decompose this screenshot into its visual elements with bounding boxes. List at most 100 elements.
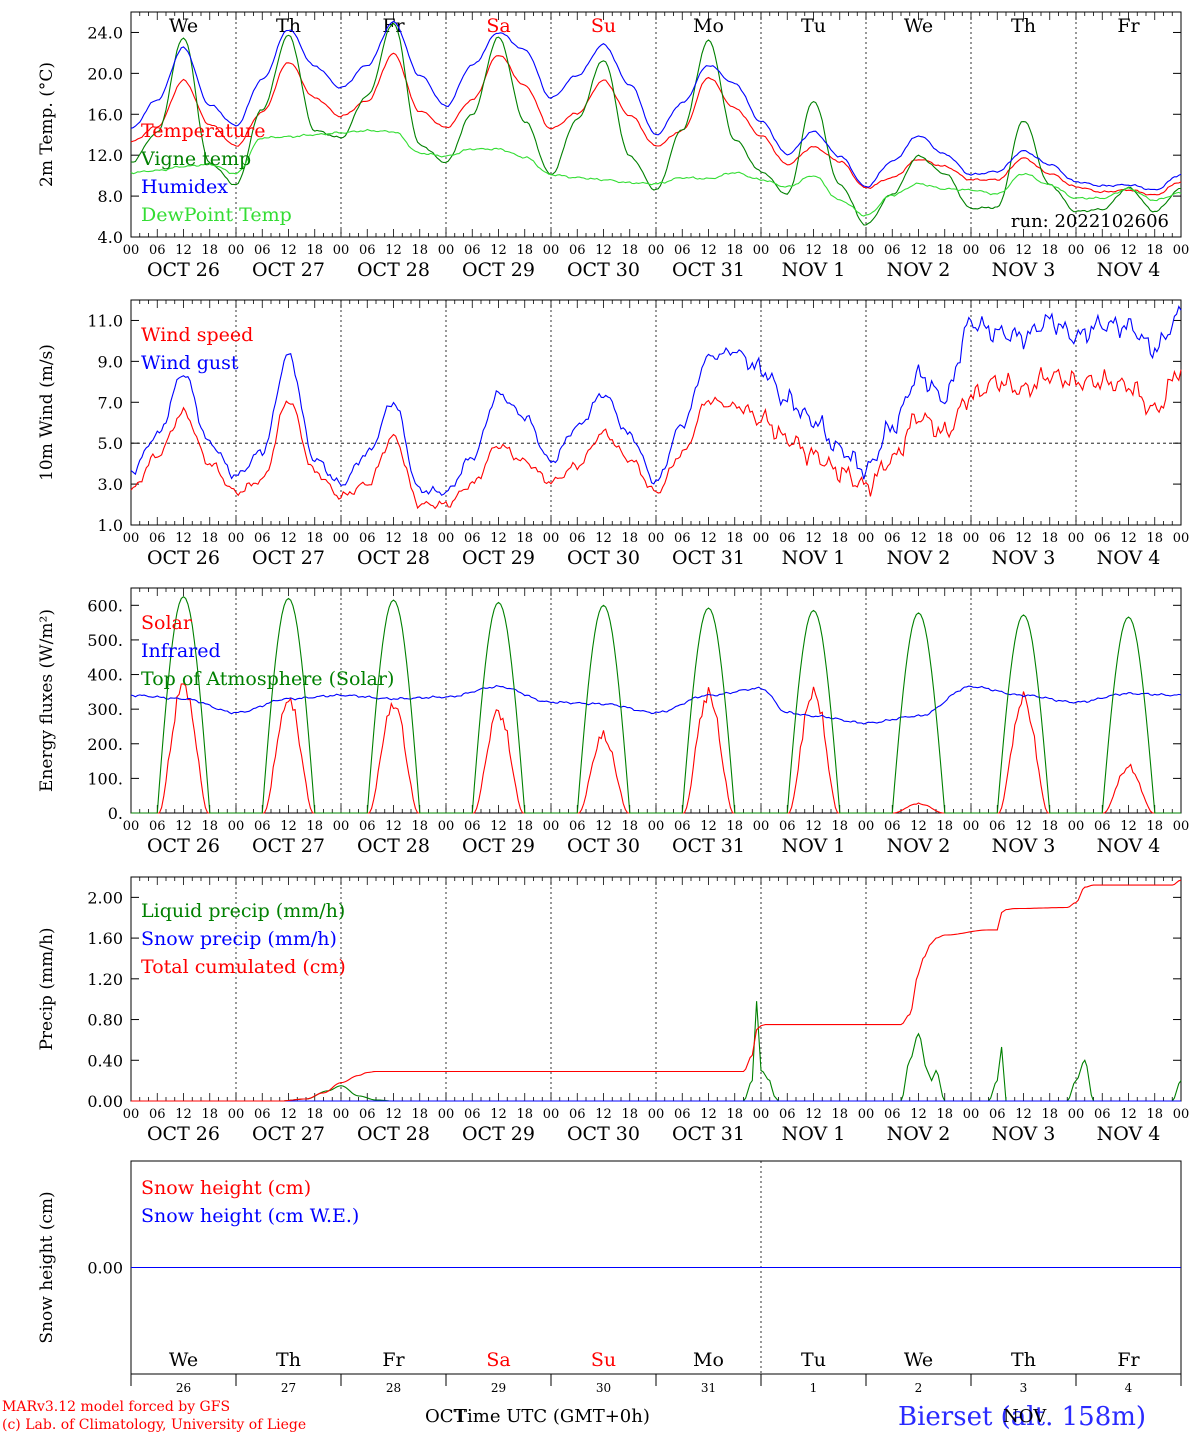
hour-tick-label: 06 [674, 819, 691, 834]
hour-tick-label: 00 [228, 531, 245, 546]
date-label: OCT 31 [672, 547, 745, 569]
hour-tick-label: 06 [779, 243, 796, 258]
hour-tick-label: 18 [201, 1107, 218, 1122]
hour-tick-label: 06 [569, 243, 586, 258]
hour-tick-label: 12 [490, 819, 507, 834]
hour-tick-label: 00 [1173, 531, 1190, 546]
hour-tick-label: 00 [858, 243, 875, 258]
hour-tick-label: 00 [753, 1107, 770, 1122]
legend-entry: Snow precip (mm/h) [141, 928, 337, 950]
hour-tick-label: 12 [805, 819, 822, 834]
weekday-label: Fr [382, 1349, 405, 1371]
y-axis-label: 10m Wind (m/s) [37, 344, 57, 481]
date-label: NOV 1 [782, 835, 846, 857]
hour-tick-label: 00 [543, 819, 560, 834]
date-label: OCT 29 [462, 547, 535, 569]
credit-line-lab: (c) Lab. of Climatology, University of L… [2, 1417, 307, 1433]
hour-tick-label: 06 [674, 1107, 691, 1122]
y-tick-label: 5.0 [98, 434, 123, 453]
credits: MARv3.12 model forced by GFS (c) Lab. of… [2, 1398, 306, 1434]
weekday-label: Fr [1117, 1349, 1140, 1371]
hour-tick-label: 12 [595, 819, 612, 834]
hour-tick-label: 18 [1041, 819, 1058, 834]
hour-tick-label: 12 [1120, 243, 1137, 258]
date-label: OCT 29 [462, 835, 535, 857]
date-label: NOV 3 [992, 835, 1056, 857]
hour-tick-label: 00 [648, 531, 665, 546]
date-label: OCT 28 [357, 547, 430, 569]
hour-tick-label: 18 [936, 1107, 953, 1122]
hour-tick-label: 18 [1146, 1107, 1163, 1122]
weekday-label: Tu [801, 1349, 826, 1371]
hour-tick-label: 06 [149, 819, 166, 834]
date-label: OCT 30 [567, 259, 640, 281]
day-number-label: 31 [701, 1381, 716, 1395]
hour-tick-label: 06 [779, 531, 796, 546]
hour-tick-label: 12 [595, 531, 612, 546]
date-label: OCT 26 [147, 1123, 220, 1145]
hour-tick-label: 12 [700, 1107, 717, 1122]
weekday-label: We [904, 15, 933, 37]
hour-tick-label: 18 [201, 819, 218, 834]
date-label: NOV 4 [1097, 547, 1161, 569]
date-label: OCT 28 [357, 259, 430, 281]
weekday-label: Th [1011, 1349, 1036, 1371]
x-axis-title: Time UTC (GMT+0h) [455, 1406, 650, 1427]
hour-tick-label: 00 [858, 1107, 875, 1122]
hour-tick-label: 12 [805, 1107, 822, 1122]
hour-tick-label: 00 [438, 819, 455, 834]
hour-tick-label: 00 [543, 243, 560, 258]
hour-tick-label: 06 [254, 531, 271, 546]
hour-tick-label: 12 [805, 531, 822, 546]
hour-tick-label: 12 [1120, 819, 1137, 834]
hour-tick-label: 12 [490, 1107, 507, 1122]
hour-tick-label: 18 [726, 819, 743, 834]
weekday-label: Fr [382, 15, 405, 37]
legend-entry: DewPoint Temp [141, 204, 292, 226]
hour-tick-label: 06 [884, 531, 901, 546]
hour-tick-label: 00 [1068, 1107, 1085, 1122]
hour-tick-label: 18 [516, 243, 533, 258]
y-tick-label: 24.0 [87, 23, 123, 42]
weekday-label: Th [276, 1349, 301, 1371]
hour-tick-label: 00 [1068, 243, 1085, 258]
hour-tick-label: 06 [674, 531, 691, 546]
y-tick-label: 0.00 [87, 1259, 123, 1278]
hour-tick-label: 00 [753, 819, 770, 834]
date-label: OCT 29 [462, 259, 535, 281]
date-label: OCT 27 [252, 835, 325, 857]
day-number-label: 3 [1020, 1381, 1028, 1395]
hour-tick-label: 12 [175, 243, 192, 258]
legend-entry: Vigne temp [140, 148, 251, 170]
hour-tick-label: 06 [884, 819, 901, 834]
weekday-label: Mo [693, 1349, 724, 1371]
y-tick-label: 600. [87, 596, 123, 615]
credit-line-model: MARv3.12 model forced by GFS [2, 1399, 231, 1415]
hour-tick-label: 00 [648, 1107, 665, 1122]
hour-tick-label: 12 [805, 243, 822, 258]
date-label: NOV 1 [782, 1123, 846, 1145]
hour-tick-label: 06 [569, 819, 586, 834]
hour-tick-label: 06 [779, 819, 796, 834]
date-label: OCT 27 [252, 259, 325, 281]
date-label: OCT 31 [672, 1123, 745, 1145]
legend-entry: Liquid precip (mm/h) [141, 900, 345, 922]
hour-tick-label: 00 [228, 1107, 245, 1122]
hour-tick-label: 12 [385, 531, 402, 546]
day-number-label: 28 [386, 1381, 401, 1395]
y-axis-label: Energy fluxes (W/m²) [37, 609, 57, 792]
hour-tick-label: 12 [175, 819, 192, 834]
date-label: OCT 31 [672, 835, 745, 857]
legend-entry: Humidex [141, 176, 228, 198]
hour-tick-label: 00 [123, 243, 140, 258]
hour-tick-label: 18 [1041, 243, 1058, 258]
hour-tick-label: 06 [149, 243, 166, 258]
hour-tick-label: 18 [936, 243, 953, 258]
hour-tick-label: 00 [1173, 1107, 1190, 1122]
hour-tick-label: 12 [700, 531, 717, 546]
hour-tick-label: 00 [123, 531, 140, 546]
date-label: OCT 28 [357, 1123, 430, 1145]
hour-tick-label: 00 [963, 531, 980, 546]
weekday-label: We [904, 1349, 933, 1371]
hour-tick-label: 00 [438, 243, 455, 258]
